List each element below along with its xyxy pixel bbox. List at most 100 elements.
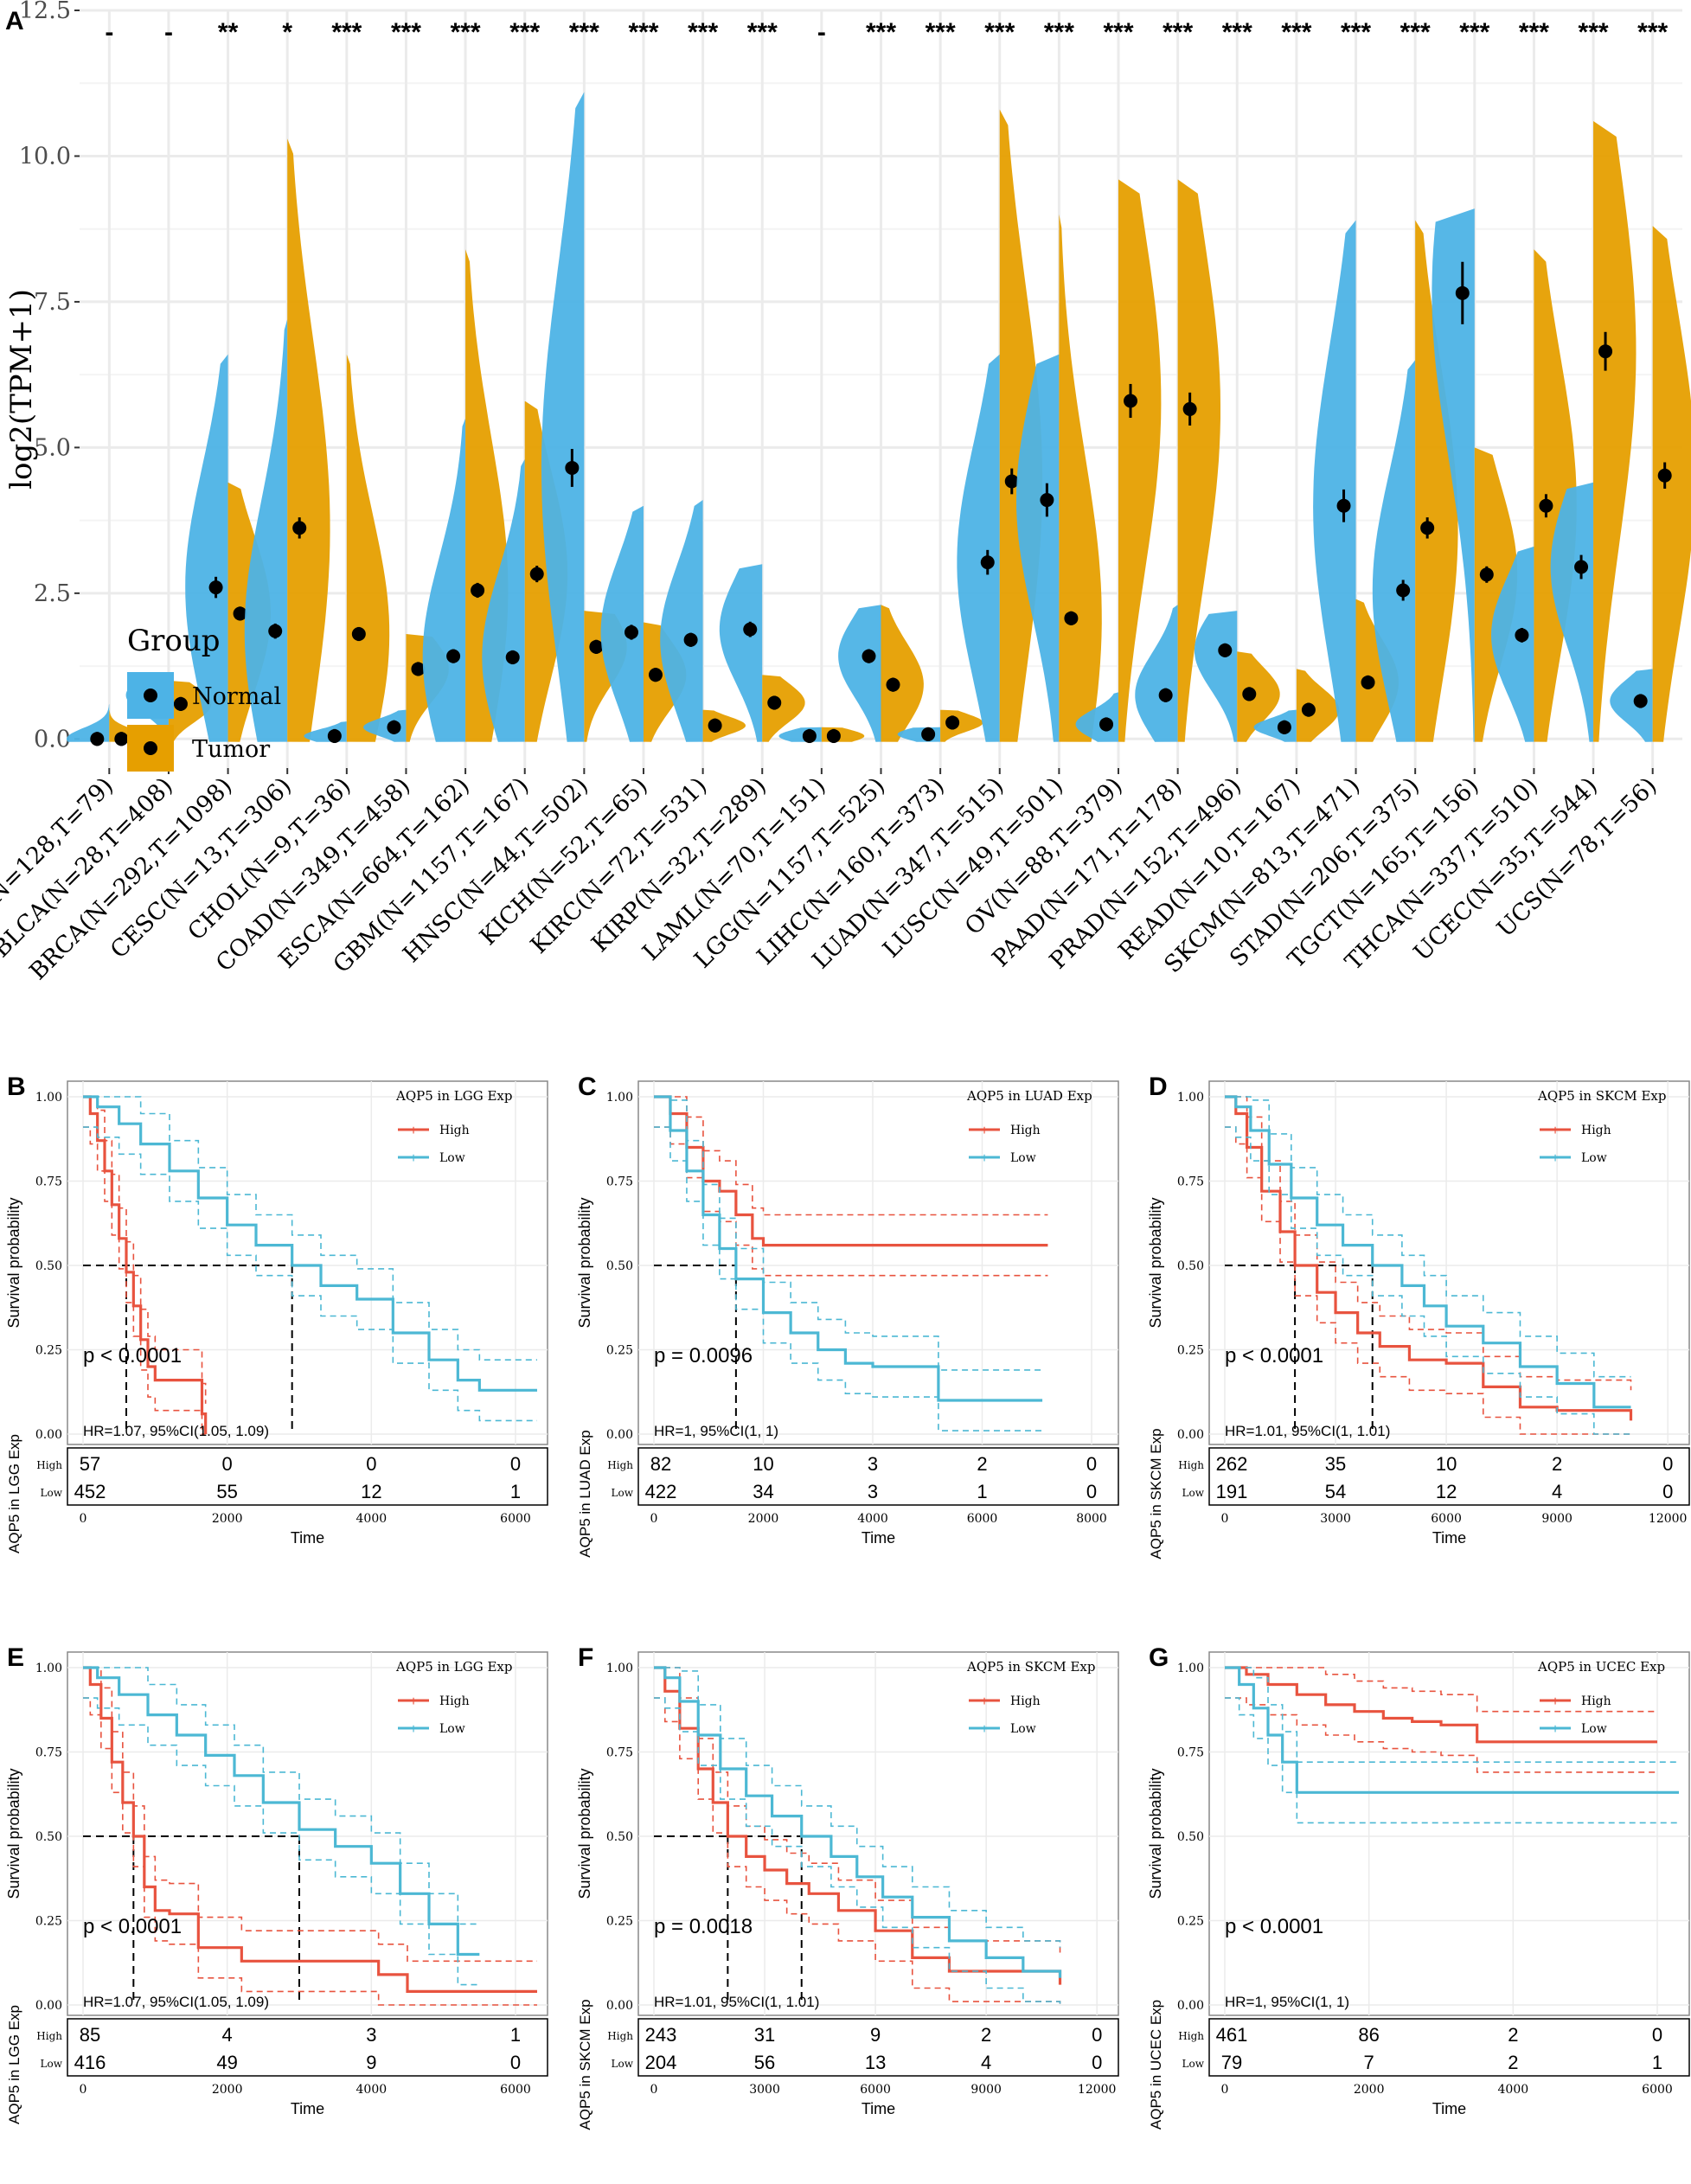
km-y-tick-label: 0.75 bbox=[35, 1175, 62, 1189]
normal-violin bbox=[1491, 546, 1534, 742]
km-risk-count-low: 7 bbox=[1364, 2052, 1374, 2073]
km-x-axis-label: Time bbox=[291, 1529, 324, 1547]
km-pvalue: p = 0.0018 bbox=[654, 1915, 753, 1938]
km-risk-count-high: 82 bbox=[650, 1453, 671, 1475]
km-hazard-ratio: HR=1.01, 95%CI(1, 1.01) bbox=[1225, 1423, 1390, 1439]
km-legend-label: Low bbox=[439, 1722, 465, 1736]
km-x-tick-label: 4000 bbox=[857, 1512, 888, 1526]
km-ci-lower-low bbox=[83, 1697, 480, 1986]
y-axis-label: log2(TPM+1) bbox=[4, 289, 39, 490]
significance-label: *** bbox=[1281, 18, 1311, 47]
significance-label: - bbox=[105, 18, 113, 47]
km-y-tick-label: 0.00 bbox=[606, 1999, 633, 2013]
significance-label: *** bbox=[1519, 18, 1549, 47]
significance-label: *** bbox=[509, 18, 540, 47]
km-y-axis-label: Survival probability bbox=[1147, 1768, 1164, 1899]
km-risk-label-high: High bbox=[36, 1459, 62, 1471]
km-x-tick-label: 6000 bbox=[967, 1512, 998, 1526]
km-risk-count-low: 55 bbox=[216, 1481, 237, 1502]
normal-median-point bbox=[683, 632, 698, 647]
km-y-tick-label: 0.75 bbox=[606, 1746, 633, 1760]
tumor-median-point bbox=[1539, 498, 1553, 513]
km-curve-high bbox=[83, 1666, 537, 1993]
normal-violin bbox=[838, 605, 881, 742]
km-risk-count-low: 0 bbox=[1086, 1481, 1097, 1502]
km-risk-axis-label: AQP5 in UCEC Exp bbox=[1148, 2000, 1164, 2130]
significance-label: *** bbox=[391, 18, 421, 47]
km-risk-count-low: 4 bbox=[981, 2052, 991, 2073]
km-legend-marker: + bbox=[980, 1151, 988, 1166]
significance-label: *** bbox=[1459, 18, 1489, 47]
km-x-tick-label: 12000 bbox=[1649, 1512, 1688, 1526]
normal-violin bbox=[660, 500, 703, 742]
tumor-median-point bbox=[529, 567, 544, 581]
significance-label: *** bbox=[1104, 18, 1134, 47]
km-risk-label-high: High bbox=[36, 2030, 62, 2042]
legend: Group Normal Tumor bbox=[127, 624, 281, 772]
km-x-axis-label: Time bbox=[1432, 1529, 1466, 1547]
km-legend-label: High bbox=[439, 1124, 470, 1137]
panel-letter: C bbox=[578, 1073, 597, 1101]
normal-median-point bbox=[505, 650, 520, 664]
normal-median-point bbox=[90, 732, 105, 746]
normal-violin bbox=[1313, 220, 1356, 742]
tumor-median-point bbox=[945, 715, 960, 730]
km-y-tick-label: 0.50 bbox=[606, 1830, 633, 1844]
tumor-median-point bbox=[351, 627, 366, 642]
km-ci-upper-high bbox=[1225, 1667, 1657, 1713]
significance-label: *** bbox=[1579, 18, 1609, 47]
km-legend-title: AQP5 in UCEC Exp bbox=[1537, 1659, 1665, 1675]
tumor-median-point bbox=[1124, 394, 1138, 408]
normal-median-point bbox=[1396, 583, 1411, 598]
km-legend-label: High bbox=[1581, 1124, 1611, 1137]
tumor-violin bbox=[1177, 179, 1220, 742]
km-risk-count-high: 85 bbox=[80, 2024, 100, 2046]
tumor-violin bbox=[1059, 214, 1102, 742]
km-y-tick-label: 1.00 bbox=[1177, 1662, 1204, 1675]
km-plot-area bbox=[67, 1080, 548, 1445]
km-legend-marker: + bbox=[409, 1124, 417, 1138]
km-risk-count-high: 86 bbox=[1358, 2024, 1379, 2046]
km-y-tick-label: 0.50 bbox=[35, 1259, 62, 1273]
y-tick-label: 0.0 bbox=[34, 726, 71, 753]
tumor-violin bbox=[1118, 179, 1162, 742]
km-panel-d: D 0.00 0.25 0.50 0.75 1.00 Survival probabilit… bbox=[1147, 1073, 1690, 1560]
normal-median-point bbox=[1218, 643, 1233, 657]
km-x-tick-label: 0 bbox=[650, 1512, 658, 1526]
tumor-violin bbox=[524, 400, 568, 742]
km-y-axis-label: Survival probability bbox=[576, 1197, 593, 1328]
legend-label-tumor: Tumor bbox=[192, 736, 270, 763]
km-hazard-ratio: HR=1.01, 95%CI(1, 1.01) bbox=[654, 1994, 819, 2010]
km-curve-low bbox=[1225, 1095, 1631, 1409]
km-legend-title: AQP5 in LGG Exp bbox=[395, 1659, 512, 1675]
km-y-tick-label: 0.00 bbox=[1177, 1999, 1204, 2013]
km-y-tick-label: 1.00 bbox=[606, 1662, 633, 1675]
y-tick-label: 7.5 bbox=[34, 289, 71, 316]
km-legend-title: AQP5 in LUAD Exp bbox=[966, 1088, 1092, 1104]
km-x-tick-label: 0 bbox=[80, 1512, 87, 1526]
km-ci-lower-low bbox=[1225, 1126, 1631, 1435]
km-y-axis-label: Survival probability bbox=[5, 1768, 22, 1899]
km-plot-area bbox=[637, 1651, 1119, 2016]
km-curve-low bbox=[83, 1095, 537, 1392]
km-risk-count-low: 56 bbox=[754, 2052, 775, 2073]
tumor-violin bbox=[702, 709, 746, 742]
normal-violin bbox=[957, 354, 1000, 742]
km-risk-count-low: 191 bbox=[1216, 1481, 1248, 1502]
normal-median-point bbox=[743, 622, 758, 637]
km-y-tick-label: 0.50 bbox=[1177, 1830, 1204, 1844]
km-risk-table bbox=[1208, 2018, 1690, 2077]
significance-label: *** bbox=[569, 18, 599, 47]
significance-label: - bbox=[164, 18, 173, 47]
km-risk-count-high: 3 bbox=[868, 1453, 878, 1475]
tumor-median-point bbox=[1004, 474, 1019, 489]
tumor-median-point bbox=[233, 606, 247, 621]
km-risk-count-high: 0 bbox=[510, 1453, 521, 1475]
km-risk-label-low: Low bbox=[612, 1487, 634, 1499]
km-ci-upper-low bbox=[83, 1096, 537, 1361]
tumor-median-point bbox=[1182, 401, 1197, 416]
normal-median-point bbox=[980, 555, 995, 570]
km-legend-label: Low bbox=[1581, 1722, 1607, 1736]
tumor-median-point bbox=[767, 695, 782, 710]
km-x-tick-label: 2000 bbox=[212, 2083, 243, 2097]
